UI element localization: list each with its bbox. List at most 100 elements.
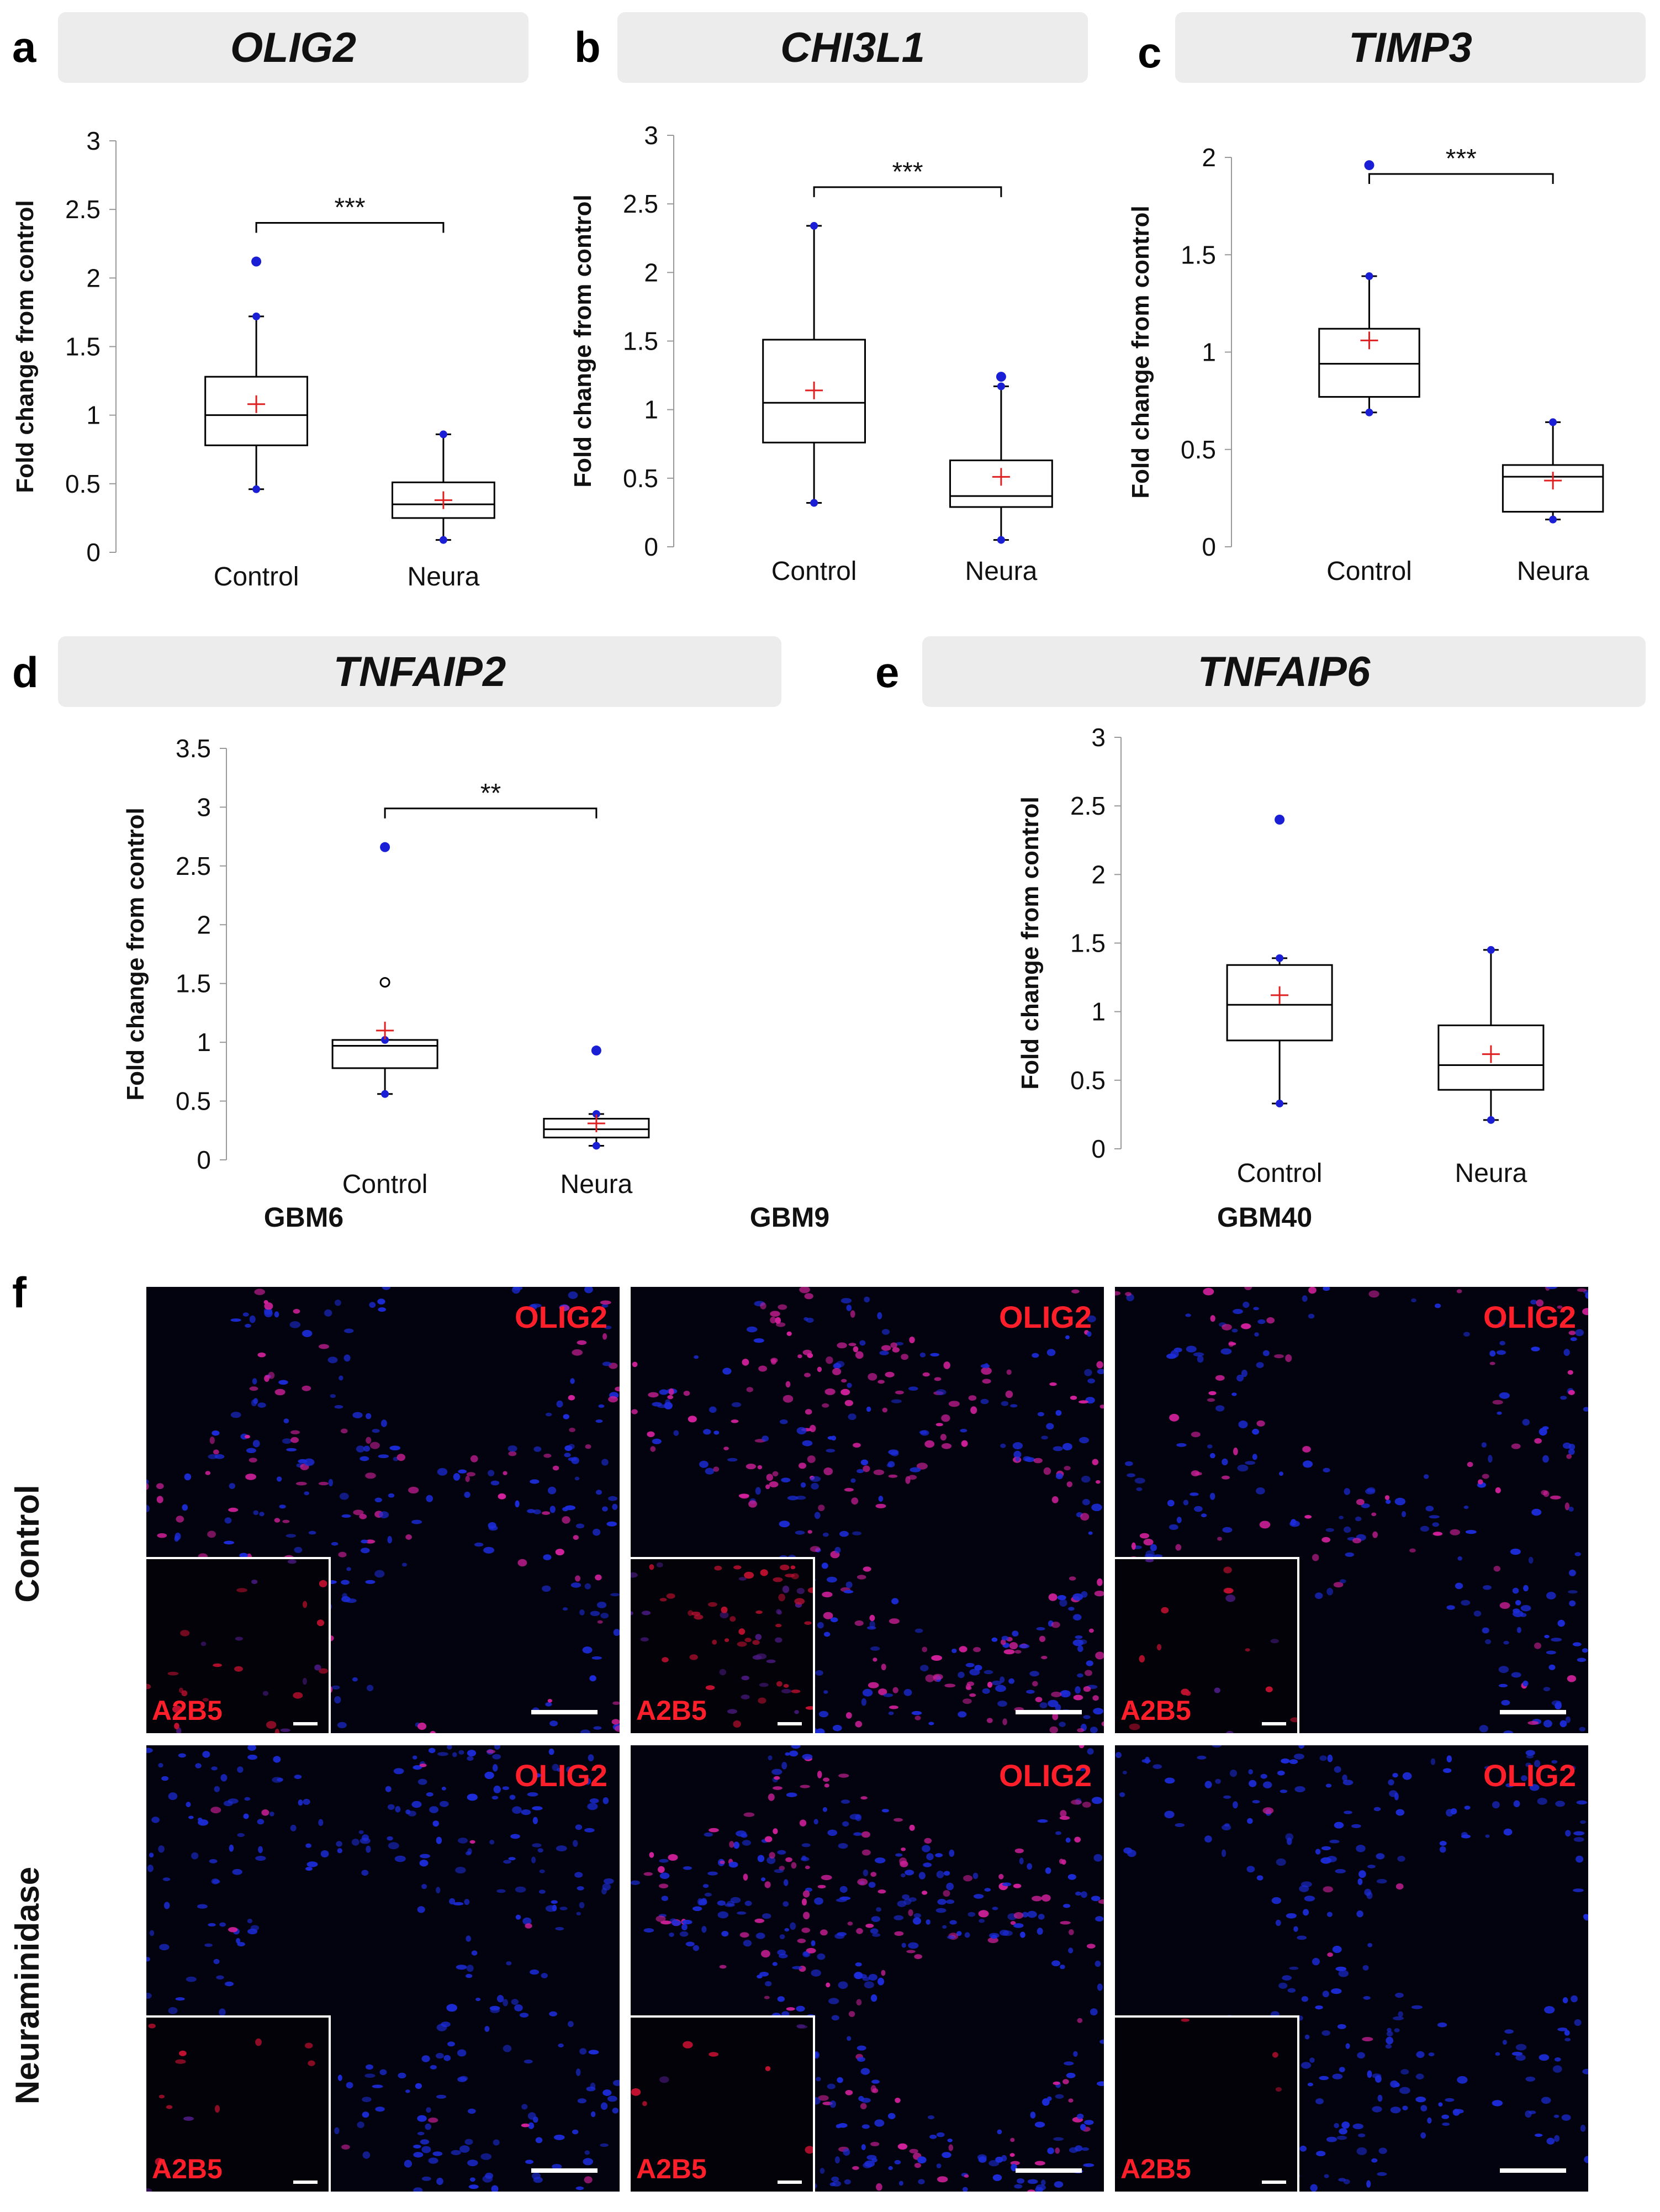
cell-nucleus [1312,1554,1319,1561]
cell-nucleus [568,1395,575,1401]
cell-nucleus [1415,2073,1424,2079]
cell-nucleus [363,1445,371,1452]
cell-nucleus [562,1516,570,1524]
inset-label: A2B5 [636,1695,707,1726]
inset-cell [266,1721,277,1729]
cell-nucleus [542,1511,551,1515]
cell-nucleus [415,2083,422,2089]
cell-nucleus [464,1899,470,1905]
cell-nucleus [1289,1759,1298,1764]
inset-cell [805,1706,813,1710]
cell-nucleus [823,1777,829,1782]
cell-nucleus [1398,2011,1403,2018]
inset-cell [255,2038,262,2046]
cell-nucleus [1488,1455,1493,1463]
y-tick-label: 2 [1091,860,1106,889]
inset-cell [202,1698,209,1702]
cell-nucleus [417,1722,427,1730]
cell-nucleus [1568,1390,1575,1395]
cell-nucleus [1352,1538,1362,1544]
cell-nucleus [1564,2030,1570,2036]
cell-nucleus [963,1875,972,1882]
inset-cell [631,1572,638,1578]
cell-nucleus [731,1402,742,1407]
cell-nucleus [1485,1834,1490,1838]
cell-nucleus [1193,1352,1204,1357]
cell-nucleus [862,1688,873,1697]
inset-scale-bar [1262,1722,1286,1725]
cell-nucleus [467,1750,477,1757]
significance-bracket [813,186,1002,197]
cell-nucleus [1335,1868,1346,1873]
cell-nucleus [503,2045,512,2052]
cell-nucleus [474,1542,484,1547]
inset-cell [1226,1731,1234,1733]
cell-nucleus [546,1412,552,1417]
cell-nucleus [1067,1874,1076,1880]
cell-nucleus [512,1806,522,1814]
inset-scale-bar [778,2181,802,2184]
cell-nucleus [360,1456,369,1461]
cell-nucleus [755,1933,765,1939]
cell-nucleus [1041,1435,1048,1440]
iqr-box [762,339,866,444]
cell-nucleus [1336,2135,1347,2140]
cell-nucleus [826,1982,831,1988]
cell-nucleus [430,2065,437,2070]
cell-nucleus [1207,1444,1213,1449]
inset-cell [234,1666,243,1672]
cell-nucleus [1055,1704,1061,1711]
cell-nucleus [602,1506,608,1512]
cell-nucleus [417,1778,427,1785]
significance-bracket [1368,173,1554,184]
cell-nucleus [1153,1554,1162,1558]
cell-nucleus [1356,2147,1367,2155]
cell-nucleus [821,1562,828,1569]
cell-nucleus [1046,2096,1052,2101]
cell-nucleus [1277,1770,1285,1776]
cell-nucleus [469,2177,475,2182]
cell-nucleus [1055,1831,1061,1835]
cell-nucleus [551,1900,558,1904]
cell-nucleus [1511,1443,1521,1449]
cell-nucleus [746,1464,756,1470]
cell-nucleus [1351,1824,1361,1828]
cell-nucleus [417,2115,427,2122]
cell-nucleus [483,1546,495,1554]
cell-nucleus [470,1455,478,1463]
cell-nucleus [1043,1467,1051,1475]
cell-nucleus [535,2137,543,2144]
cell-nucleus [1495,2052,1500,2056]
boxplot-chi3l1: 0 0.5 1 1.5 2 2.5 3 Fold change from control Con… [558,110,1110,608]
cell-nucleus [228,1507,239,1512]
cell-nucleus [1066,1481,1072,1487]
inset-cell [180,1630,190,1636]
cell-nucleus [1035,1697,1043,1702]
cell-nucleus [522,1917,532,1925]
cell-nucleus [949,1849,955,1857]
cell-nucleus [1087,1944,1096,1949]
inset-cell [805,2146,813,2154]
cell-nucleus [602,1333,607,1340]
cell-nucleus [765,1484,770,1490]
cell-nucleus [1573,1888,1584,1892]
cell-nucleus [948,1401,960,1407]
cell-nucleus [1457,2076,1468,2084]
cell-nucleus [225,1981,234,1987]
cell-nucleus [487,1750,496,1754]
cell-nucleus [568,1457,577,1461]
inset-scale-bar [293,1722,318,1725]
cell-nucleus [437,1468,448,1476]
cell-nucleus [385,1786,392,1792]
cell-nucleus [1333,1582,1344,1588]
cell-nucleus [758,1365,767,1372]
cell-nucleus [1222,1824,1231,1830]
cell-nucleus [458,1469,467,1474]
cell-nucleus [1282,1975,1292,1981]
cell-nucleus [982,1688,990,1694]
cell-nucleus [247,1754,257,1760]
inset-cell [659,2076,669,2083]
cell-nucleus [922,1646,928,1653]
cell-nucleus [1344,1810,1352,1814]
